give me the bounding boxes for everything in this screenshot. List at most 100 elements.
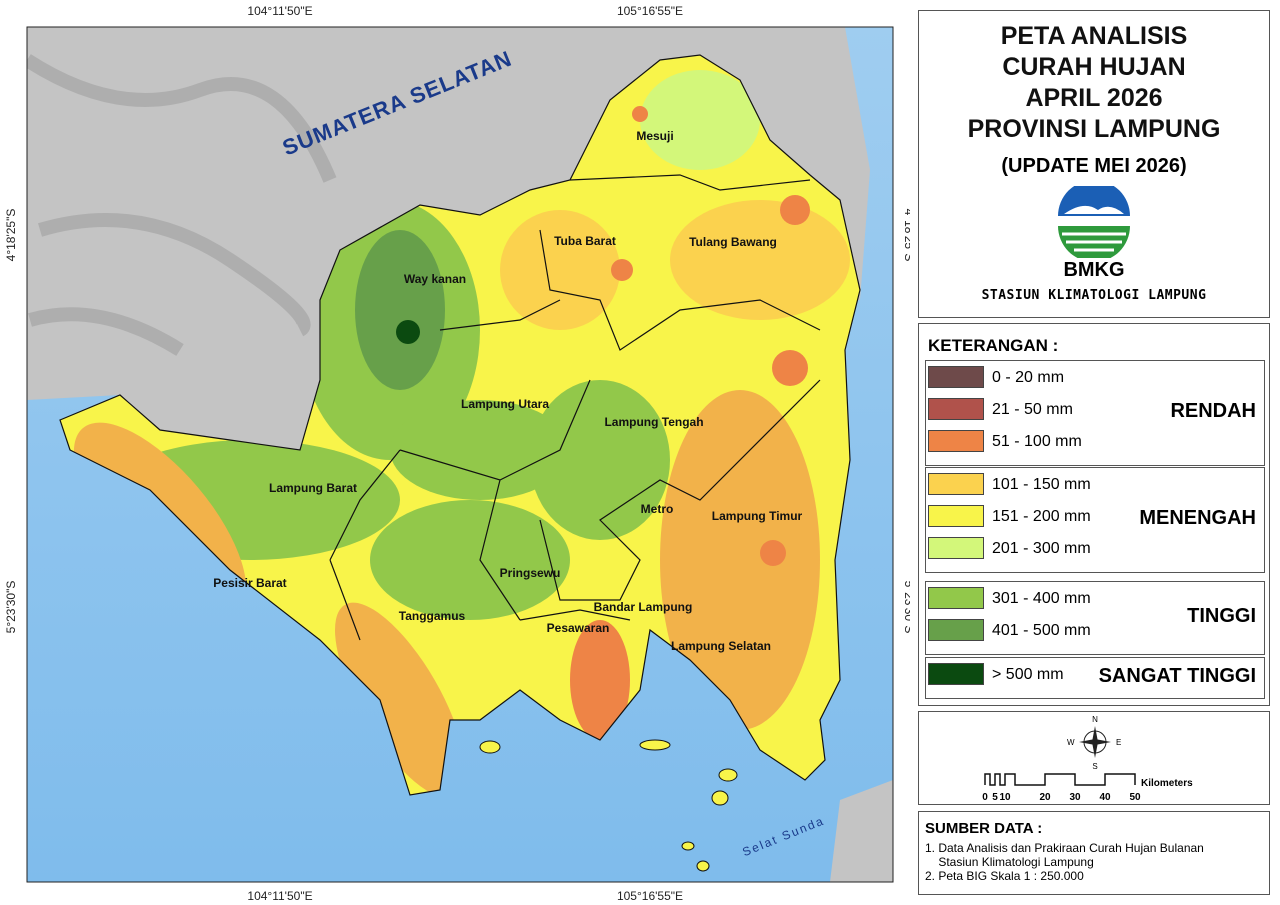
compass: N S E W <box>1067 715 1121 771</box>
title-box: PETA ANALISIS CURAH HUJAN APRIL 2026 PRO… <box>918 10 1270 318</box>
rain-zone <box>780 195 810 225</box>
rain-zone <box>530 380 670 540</box>
lat-label: 4°18'25"S <box>4 209 18 262</box>
title-line: PROVINSI LAMPUNG <box>967 115 1221 143</box>
title-line: APRIL 2026 <box>1025 84 1163 112</box>
lat-label: 5°23'30"S <box>902 581 910 634</box>
rain-zone <box>772 350 808 386</box>
legend-label: 0 - 20 mm <box>992 369 1065 386</box>
relief <box>27 54 337 356</box>
rain-zone <box>632 106 648 122</box>
scale-bar <box>984 773 1136 786</box>
rain-zone <box>396 320 420 344</box>
logo-stripes <box>1062 232 1126 252</box>
source-box: SUMBER DATA : 1. Data Analisis dan Praki… <box>918 811 1270 895</box>
group-label: TINGGI <box>1187 605 1256 627</box>
region-label: Pesawaran <box>547 621 610 635</box>
dir-label: N <box>1092 715 1098 724</box>
legend-label: 301 - 400 mm <box>992 590 1091 607</box>
region-label: Mesuji <box>636 129 673 143</box>
region-label: Tanggamus <box>399 609 466 623</box>
legend-group: 101 - 150 mm 151 - 200 mm 201 - 300 mm MENE… <box>925 467 1265 573</box>
logo <box>1058 180 1130 262</box>
scale-tick-label: 30 <box>1069 792 1081 803</box>
region-labels: Mesuji Tuba Barat Tulang Bawang Way kanan La… <box>213 129 802 653</box>
scale-tick-label: 0 <box>982 792 988 803</box>
rain-zone <box>640 70 760 170</box>
island <box>711 790 729 806</box>
rain-zone <box>500 210 620 330</box>
scale-ticks: 0 5 10 20 30 40 50 <box>982 792 1141 803</box>
compass-needle <box>1079 739 1111 745</box>
map: SUMATERA SELATAN Selat Sunda Mesuji Tuba … <box>4 4 910 903</box>
region-label: Lampung Tengah <box>604 415 703 429</box>
legend: KETERANGAN : 0 - 20 mm 21 - 50 mm 51 - 100… <box>918 323 1270 706</box>
rain-zone <box>370 500 570 620</box>
legend-swatch <box>928 505 984 527</box>
rain-zone <box>760 540 786 566</box>
legend-label: 21 - 50 mm <box>992 401 1073 418</box>
rain-zone <box>611 259 633 281</box>
region-label: Lampung Selatan <box>671 639 771 653</box>
rain-zone <box>335 602 465 795</box>
legend-swatch <box>928 619 984 641</box>
island <box>718 768 738 782</box>
scale-tick-label: 40 <box>1099 792 1111 803</box>
legend-group: 0 - 20 mm 21 - 50 mm 51 - 100 mm RENDAH <box>925 360 1265 466</box>
scale-tick-label: 20 <box>1039 792 1051 803</box>
scale-tick-label: 5 <box>992 792 998 803</box>
legend-label: 51 - 100 mm <box>992 433 1082 450</box>
islands <box>479 739 738 872</box>
dir-label: E <box>1116 738 1121 747</box>
legend-swatch <box>928 430 984 452</box>
region-label: Lampung Utara <box>461 397 549 411</box>
compass-scale: N S E W 0 5 10 20 30 40 50 Kilometers <box>918 711 1270 805</box>
region-label: Tulang Bawang <box>689 235 777 249</box>
legend-label: 101 - 150 mm <box>992 476 1091 493</box>
legend-swatch <box>928 663 984 685</box>
update: (UPDATE MEI 2026) <box>1001 155 1187 177</box>
region-label: Lampung Barat <box>269 481 357 495</box>
group-label: SANGAT TINGGI <box>1098 665 1256 687</box>
region-label: Tuba Barat <box>554 234 616 248</box>
group-label: RENDAH <box>1170 400 1256 422</box>
legend-label: 151 - 200 mm <box>992 508 1091 525</box>
region-label: Pringsewu <box>500 566 561 580</box>
rain-zone <box>570 620 630 740</box>
compass-svg: N S E W 0 5 10 20 30 40 50 Kilometers <box>982 715 1193 803</box>
district-border <box>329 174 821 641</box>
island <box>639 739 671 751</box>
island <box>681 841 695 851</box>
source-line: 1. Data Analisis dan Prakiraan Curah Huj… <box>925 841 1204 855</box>
legend-swatch <box>928 537 984 559</box>
legend-group: > 500 mm SANGAT TINGGI <box>925 657 1265 699</box>
lat-label: 4°18'25"S <box>902 209 910 262</box>
legend-label: 401 - 500 mm <box>992 622 1091 639</box>
scale-tick-label: 50 <box>1129 792 1141 803</box>
region-label: Metro <box>641 502 674 516</box>
title-line: CURAH HUJAN <box>1002 53 1186 81</box>
legend-group: 301 - 400 mm 401 - 500 mm TINGGI <box>925 581 1265 655</box>
legend-heading: KETERANGAN : <box>928 336 1059 355</box>
province-border <box>59 54 861 796</box>
lon-label: 105°16'55"E <box>617 889 683 903</box>
legend-label: 201 - 300 mm <box>992 540 1091 557</box>
lat-label: 5°23'30"S <box>4 581 18 634</box>
legend-swatch <box>928 587 984 609</box>
land-java <box>830 780 893 882</box>
agency: BMKG <box>1063 259 1125 281</box>
title-line: PETA ANALISIS <box>1000 22 1188 50</box>
legend-swatch <box>928 398 984 420</box>
logo-cloud <box>1064 205 1124 214</box>
rain-zone <box>660 390 820 730</box>
map-body: SUMATERA SELATAN Selat Sunda <box>27 27 893 882</box>
lon-label: 104°11'50"E <box>247 4 312 18</box>
island <box>479 740 501 754</box>
region-label: Lampung Timur <box>712 509 803 523</box>
region-label: Way kanan <box>404 272 466 286</box>
island <box>696 860 710 872</box>
group-label: MENENGAH <box>1139 507 1256 529</box>
